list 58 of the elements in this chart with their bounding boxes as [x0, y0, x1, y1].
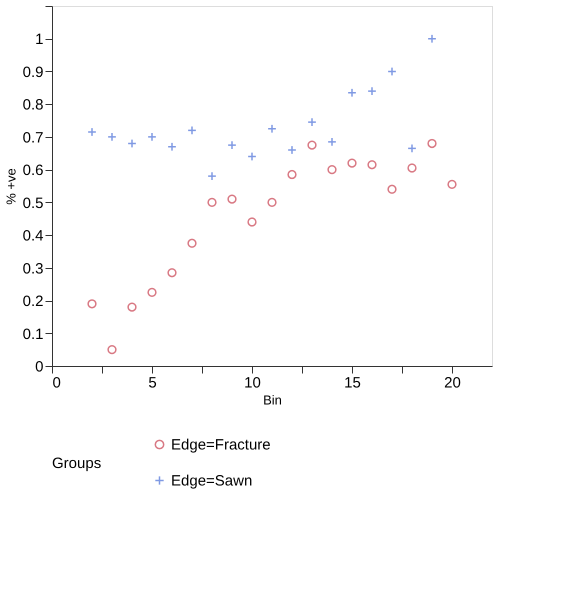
point — [187, 126, 197, 135]
y-tick-label: 1 — [35, 31, 44, 48]
x-tick-label: 5 — [148, 374, 157, 392]
point — [267, 124, 277, 134]
point — [207, 172, 217, 181]
y-tick-label: 0.6 — [22, 162, 44, 180]
point — [207, 198, 217, 207]
point — [327, 137, 337, 146]
point — [147, 288, 157, 297]
point — [147, 132, 157, 142]
y-tick-label: 0.1 — [22, 326, 44, 343]
y-tick-label: 0.4 — [22, 228, 44, 245]
point — [127, 302, 137, 312]
point — [167, 268, 177, 278]
point — [227, 194, 237, 204]
y-tick-label: 0 — [35, 358, 44, 376]
point — [327, 165, 337, 174]
point — [387, 66, 397, 76]
y-axis-title: % +ve — [4, 168, 19, 205]
x-axis-title: Bin — [263, 392, 282, 408]
point — [427, 34, 437, 44]
point — [87, 299, 97, 308]
y-tick-label: 0.7 — [22, 129, 44, 146]
y-tick-label: 0.8 — [22, 96, 44, 114]
point — [247, 217, 257, 227]
point — [287, 145, 297, 155]
x-tick-label: 15 — [344, 374, 361, 392]
point — [107, 345, 117, 354]
point — [307, 118, 317, 127]
x-tick-label: 20 — [444, 374, 461, 392]
point — [367, 160, 377, 170]
point — [427, 138, 437, 148]
point — [107, 132, 117, 142]
point — [347, 88, 357, 98]
point — [407, 163, 417, 173]
y-tick-label: 0.9 — [22, 64, 44, 81]
x-tick-label: 0 — [52, 374, 61, 392]
x-tick-label: 10 — [244, 374, 261, 392]
legend-label: Edge=Fracture — [171, 436, 271, 454]
point — [167, 142, 177, 152]
point — [267, 198, 277, 207]
point — [447, 180, 457, 189]
point — [187, 238, 197, 248]
point — [227, 140, 237, 150]
point — [367, 86, 377, 96]
point — [307, 140, 317, 150]
legend-label: Edge=Sawn — [171, 472, 252, 490]
y-tick-label: 0.5 — [22, 194, 44, 212]
y-tick-label: 0.2 — [22, 293, 44, 310]
point — [247, 152, 257, 162]
point — [387, 184, 397, 194]
point — [347, 158, 357, 168]
legend-title: Groups — [52, 455, 102, 472]
point — [287, 170, 297, 180]
point — [407, 144, 417, 153]
point — [87, 127, 97, 137]
y-tick-label: 0.3 — [22, 260, 44, 278]
point — [127, 138, 137, 148]
